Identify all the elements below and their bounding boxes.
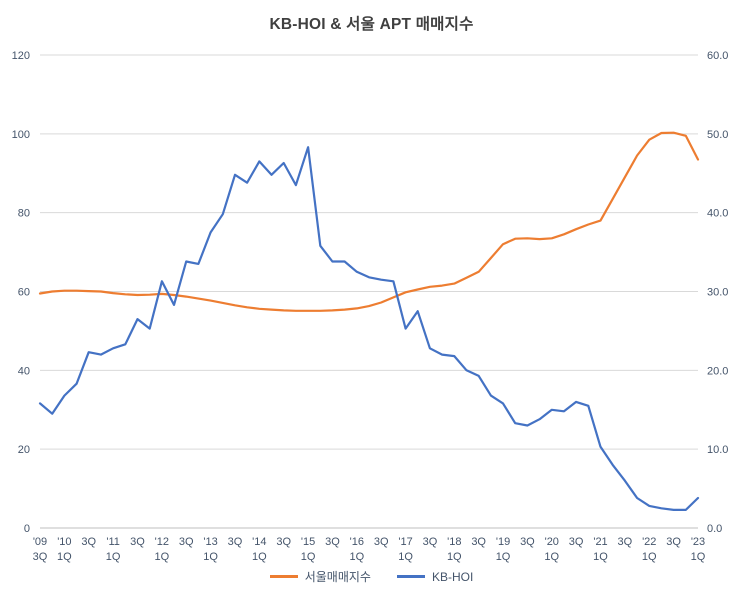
- x-axis-tick-label: '23: [691, 536, 705, 548]
- x-axis-tick-label: 1Q: [203, 551, 218, 563]
- series-line-1: [38, 146, 700, 511]
- x-axis-tick-label: 3Q: [228, 536, 243, 548]
- x-axis-tick-label: 3Q: [325, 536, 340, 548]
- x-axis-tick-label: 1Q: [57, 551, 72, 563]
- x-axis-tick-label: 3Q: [423, 536, 438, 548]
- x-axis-tick-label: '19: [496, 536, 510, 548]
- y-axis-left-tick-label: 80: [18, 208, 30, 220]
- x-axis-tick-label: '20: [545, 536, 559, 548]
- x-axis-tick-label: '10: [57, 536, 71, 548]
- x-axis-tick-label: '17: [398, 536, 412, 548]
- x-axis-tick-label: 3Q: [520, 536, 535, 548]
- x-axis-tick-label: 1Q: [106, 551, 121, 563]
- y-axis-left-tick-label: 120: [12, 50, 30, 62]
- x-axis-tick-label: 3Q: [618, 536, 633, 548]
- x-axis-tick-label: 1Q: [496, 551, 511, 563]
- y-axis-left-tick-label: 40: [18, 365, 30, 377]
- y-axis-left-tick-label: 0: [24, 523, 30, 535]
- x-axis-tick-label: 1Q: [642, 551, 657, 563]
- legend-label-seoul-index: 서울매매지수: [304, 570, 371, 584]
- y-axis-right-tick-label: 40.0: [707, 208, 728, 220]
- x-axis-tick-label: 3Q: [276, 536, 291, 548]
- x-axis-tick-label: '15: [301, 536, 315, 548]
- legend-line-sample-seoul-index: [269, 575, 298, 578]
- x-axis-tick-label: 1Q: [349, 551, 364, 563]
- y-axis-left-tick-label: 100: [12, 129, 30, 141]
- x-axis-tick-label: 1Q: [301, 551, 316, 563]
- legend-line-sample-kb-hoi: [396, 575, 425, 578]
- x-axis-tick-label: 1Q: [544, 551, 559, 563]
- x-axis-tick-label: 3Q: [374, 536, 389, 548]
- x-axis-tick-label: '22: [642, 536, 656, 548]
- y-axis-right-tick-label: 20.0: [707, 365, 728, 377]
- x-axis-tick-label: '12: [155, 536, 169, 548]
- series-line-0: [38, 131, 700, 312]
- x-axis-tick-label: 3Q: [471, 536, 486, 548]
- y-axis-right-tick-label: 50.0: [707, 129, 728, 141]
- y-axis-right-tick-label: 60.0: [707, 50, 728, 62]
- x-axis-tick-label: 3Q: [81, 536, 96, 548]
- x-axis-tick-label: 3Q: [569, 536, 584, 548]
- x-axis-tick-label: '09: [33, 536, 47, 548]
- x-axis-tick-label: 1Q: [447, 551, 462, 563]
- x-axis-tick-label: 1Q: [155, 551, 170, 563]
- x-axis-tick-label: '11: [106, 536, 120, 548]
- legend: 서울매매지수 KB-HOI: [0, 568, 743, 585]
- x-axis-tick-label: 3Q: [130, 536, 145, 548]
- y-axis-right-tick-label: 30.0: [707, 287, 728, 299]
- y-axis-right-tick-label: 0.0: [707, 523, 722, 535]
- x-axis-tick-label: 1Q: [691, 551, 706, 563]
- x-axis-tick-label: '18: [447, 536, 461, 548]
- chart-title: KB-HOI & 서울 APT 매매지수: [269, 16, 474, 33]
- legend-item-kb-hoi: KB-HOI: [396, 569, 474, 584]
- legend-item-seoul-index: 서울매매지수: [269, 568, 371, 585]
- x-axis-tick-label: '16: [350, 536, 364, 548]
- x-axis-tick-label: '13: [203, 536, 217, 548]
- x-axis-tick-label: 3Q: [666, 536, 681, 548]
- y-axis-left-tick-label: 60: [18, 287, 30, 299]
- x-axis-tick-label: 1Q: [593, 551, 608, 563]
- x-axis-tick-label: '14: [252, 536, 266, 548]
- x-axis-tick-label: '21: [593, 536, 607, 548]
- x-axis-tick-label: 1Q: [252, 551, 267, 563]
- x-axis-tick-label: 3Q: [33, 551, 48, 563]
- legend-label-kb-hoi: KB-HOI: [431, 569, 474, 584]
- x-axis-tick-label: 3Q: [179, 536, 194, 548]
- y-axis-right-tick-label: 10.0: [707, 444, 728, 456]
- y-axis-left-tick-label: 20: [18, 444, 30, 456]
- x-axis-tick-label: 1Q: [398, 551, 413, 563]
